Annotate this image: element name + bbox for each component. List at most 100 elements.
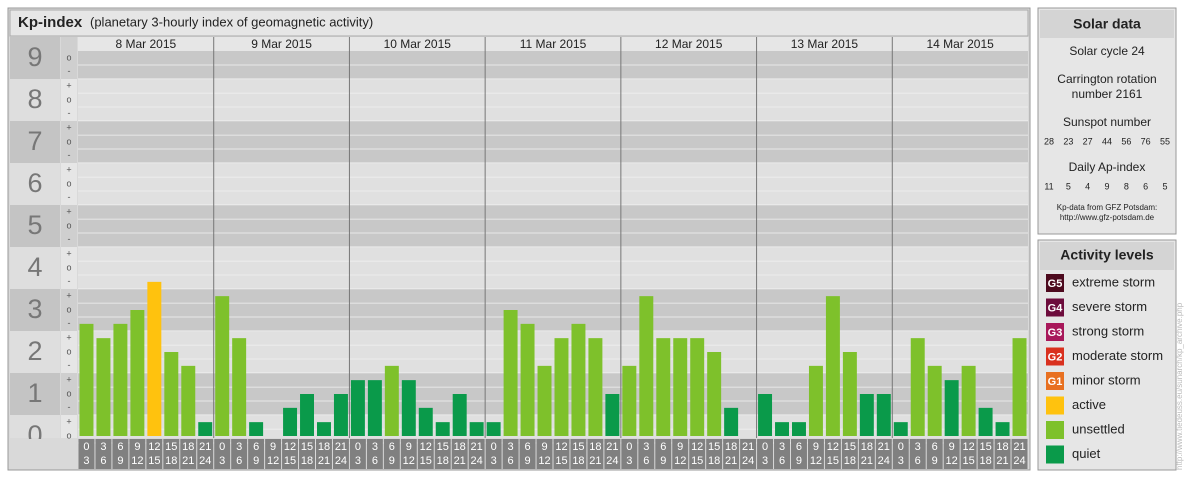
minor-tick-label: -	[68, 276, 71, 286]
hour-cell	[638, 439, 655, 469]
hour-cell	[214, 439, 231, 469]
bar	[435, 422, 450, 436]
hour-end: 6	[779, 455, 785, 467]
bar	[673, 338, 688, 436]
band	[10, 37, 60, 79]
hour-end: 15	[148, 455, 160, 467]
minor-tick-label: -	[68, 150, 71, 160]
hour-start: 12	[284, 441, 296, 453]
hour-start: 3	[915, 441, 921, 453]
hour-cell	[400, 439, 417, 469]
hour-start: 18	[454, 441, 466, 453]
ap-value: 9	[1104, 181, 1109, 191]
hour-cell	[180, 439, 197, 469]
band	[10, 373, 60, 415]
hour-start: 18	[318, 441, 330, 453]
hour-cell	[265, 439, 282, 469]
legend-swatch	[1046, 421, 1064, 439]
minor-tick-label: -	[68, 66, 71, 76]
sunspots-value: 27	[1083, 136, 1093, 146]
hour-start: 9	[949, 441, 955, 453]
hour-end: 3	[83, 455, 89, 467]
bar	[554, 338, 569, 436]
hour-start: 18	[589, 441, 601, 453]
bar	[978, 407, 993, 436]
hour-end: 18	[301, 455, 313, 467]
hour-end: 12	[403, 455, 415, 467]
hour-cell	[960, 439, 977, 469]
hour-start: 21	[878, 441, 890, 453]
hour-start: 21	[471, 441, 483, 453]
band	[61, 289, 77, 331]
hour-cell	[858, 439, 875, 469]
legend-swatch	[1046, 372, 1064, 390]
band	[10, 247, 60, 289]
hour-start: 12	[420, 441, 432, 453]
hour-end: 24	[335, 455, 347, 467]
y-tick-label: 7	[27, 126, 42, 156]
hour-cell	[604, 439, 621, 469]
hour-end: 18	[437, 455, 449, 467]
hour-cell	[943, 439, 960, 469]
legend-swatch	[1046, 323, 1064, 341]
hour-end: 15	[691, 455, 703, 467]
hour-cell	[977, 439, 994, 469]
y-tick-label: 8	[27, 84, 42, 114]
bar	[707, 352, 722, 436]
hour-end: 6	[915, 455, 921, 467]
hour-end: 15	[284, 455, 296, 467]
solar-panel	[1037, 7, 1177, 235]
band	[10, 289, 60, 331]
minor-tick-label: o	[66, 220, 71, 230]
hour-end: 24	[606, 455, 618, 467]
hour-start: 12	[963, 441, 975, 453]
ap-title: Daily Ap-index	[1069, 160, 1146, 174]
bar	[656, 338, 671, 436]
hour-cell	[587, 439, 604, 469]
minor-tick-label: o	[66, 94, 71, 104]
bar	[605, 394, 620, 436]
bar	[859, 394, 874, 436]
hour-end: 6	[643, 455, 649, 467]
bar	[792, 422, 806, 436]
hour-start: 0	[898, 441, 904, 453]
ap-value: 6	[1143, 181, 1148, 191]
legend-label: moderate storm	[1072, 348, 1163, 363]
hour-start: 12	[827, 441, 839, 453]
hour-start: 21	[606, 441, 618, 453]
hour-start: 0	[762, 441, 768, 453]
hour-start: 12	[148, 441, 160, 453]
band	[61, 247, 77, 289]
hour-cell	[299, 439, 315, 469]
hour-cell	[655, 439, 672, 469]
y-tick-label: 9	[27, 42, 42, 72]
hour-start: 0	[355, 441, 361, 453]
hour-cell	[909, 439, 926, 469]
hour-cell	[1011, 439, 1028, 469]
hour-start: 21	[335, 441, 347, 453]
minor-tick-label: o	[66, 388, 71, 398]
ap-value: 8	[1124, 181, 1129, 191]
hour-start: 21	[1013, 441, 1025, 453]
hour-start: 6	[117, 441, 123, 453]
hour-cell	[621, 439, 638, 469]
hour-cell	[824, 439, 841, 469]
hour-start: 3	[779, 441, 785, 453]
hour-end: 21	[996, 455, 1008, 467]
hour-end: 3	[491, 455, 497, 467]
bar	[418, 407, 433, 436]
ap-value: 5	[1162, 181, 1167, 191]
hour-start: 0	[491, 441, 497, 453]
hour-end: 12	[674, 455, 686, 467]
hour-start: 21	[199, 441, 211, 453]
hour-start: 3	[508, 441, 514, 453]
band	[78, 121, 1028, 163]
hour-end: 21	[589, 455, 601, 467]
bar	[469, 422, 484, 436]
sunspots-value: 76	[1141, 136, 1151, 146]
hour-start: 12	[555, 441, 567, 453]
hour-start: 12	[691, 441, 703, 453]
minor-tick-label: o	[66, 178, 71, 188]
hour-end: 3	[355, 455, 361, 467]
solar-title: Solar data	[1073, 16, 1141, 32]
